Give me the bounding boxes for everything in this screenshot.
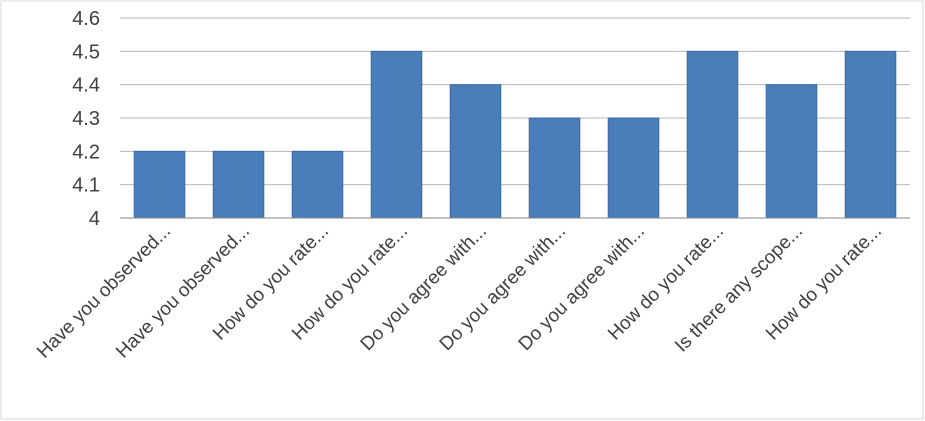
bar [212,150,265,219]
y-tick-label: 4.1 [72,175,100,197]
bar [370,50,423,219]
y-tick-label: 4 [89,208,100,230]
bar [528,117,581,219]
bar [765,84,818,219]
y-tick-label: 4.6 [72,8,100,30]
x-category-label: Have you observed... [33,221,175,363]
y-tick-label: 4.5 [72,41,100,63]
y-tick-label: 4.4 [72,75,100,97]
bar [133,150,186,219]
x-axis-category-labels: Have you observed...Have you observed...… [33,221,886,363]
bars [133,50,897,219]
bar [844,50,897,219]
y-tick-label: 4.2 [72,141,100,163]
y-tick-label: 4.3 [72,108,100,130]
x-category-label: Have you observed... [112,221,254,363]
bar [291,150,344,219]
y-axis-tick-labels: 4 4.1 4.2 4.3 4.4 4.5 4.6 [72,8,100,230]
bar [449,84,502,219]
bar [607,117,660,219]
bar [686,50,739,219]
